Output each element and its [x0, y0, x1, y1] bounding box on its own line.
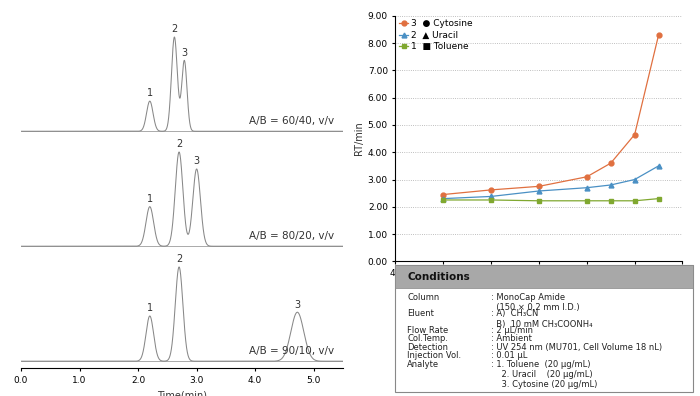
3  ● Cytosine — [654, 32, 663, 37]
Line: 2  ▲ Uracil: 2 ▲ Uracil — [441, 164, 661, 201]
2  ▲ Uracil — [631, 177, 639, 182]
Text: 1: 1 — [147, 303, 153, 313]
3  ● Cytosine — [631, 132, 639, 137]
Text: A/B = 90/10, v/v: A/B = 90/10, v/v — [249, 346, 334, 356]
Text: 1: 1 — [147, 194, 153, 204]
1  ■ Toluene — [606, 198, 615, 203]
Text: Col.Temp.: Col.Temp. — [407, 335, 449, 343]
2  ▲ Uracil — [654, 164, 663, 168]
3  ● Cytosine — [582, 174, 591, 179]
2  ▲ Uracil — [606, 183, 615, 187]
Text: A/B = 80/20, v/v: A/B = 80/20, v/v — [249, 231, 334, 241]
Text: : 2 μL/min: : 2 μL/min — [491, 326, 533, 335]
Text: 3: 3 — [194, 156, 199, 166]
Line: 3  ● Cytosine: 3 ● Cytosine — [441, 32, 661, 197]
Text: 3: 3 — [294, 299, 300, 310]
3  ● Cytosine — [487, 188, 496, 192]
1  ■ Toluene — [535, 198, 543, 203]
Text: Conditions: Conditions — [407, 272, 470, 282]
Text: : MonoCap Amide
  (150 × 0.2 mm I.D.): : MonoCap Amide (150 × 0.2 mm I.D.) — [491, 293, 580, 312]
Text: Analyte: Analyte — [407, 360, 440, 369]
Text: Flow Rate: Flow Rate — [407, 326, 449, 335]
3  ● Cytosine — [606, 161, 615, 166]
Text: Injection Vol.: Injection Vol. — [407, 351, 461, 360]
X-axis label: Time(min): Time(min) — [157, 390, 207, 396]
FancyBboxPatch shape — [395, 265, 693, 288]
3  ● Cytosine — [439, 192, 447, 197]
Text: Column: Column — [407, 293, 440, 302]
Text: 2: 2 — [172, 25, 178, 34]
Text: Eluent: Eluent — [407, 309, 434, 318]
Line: 1  ■ Toluene: 1 ■ Toluene — [441, 196, 661, 203]
Text: 2: 2 — [176, 139, 182, 149]
2  ▲ Uracil — [535, 188, 543, 193]
1  ■ Toluene — [439, 198, 447, 202]
Legend: 3  ● Cytosine, 2  ▲ Uracil, 1  ■ Toluene: 3 ● Cytosine, 2 ▲ Uracil, 1 ■ Toluene — [398, 18, 475, 53]
Text: : 0.01 μL: : 0.01 μL — [491, 351, 527, 360]
2  ▲ Uracil — [487, 194, 496, 199]
Y-axis label: RT/min: RT/min — [354, 122, 363, 156]
Text: : 1. Toluene  (20 μg/mL)
    2. Uracil    (20 μg/mL)
    3. Cytosine (20 μg/mL): : 1. Toluene (20 μg/mL) 2. Uracil (20 μg… — [491, 360, 597, 389]
Text: : UV 254 nm (MU701, Cell Volume 18 nL): : UV 254 nm (MU701, Cell Volume 18 nL) — [491, 343, 662, 352]
Text: : Ambient: : Ambient — [491, 335, 531, 343]
Text: 3: 3 — [181, 48, 188, 58]
Text: A/B = 60/40, v/v: A/B = 60/40, v/v — [249, 116, 334, 126]
1  ■ Toluene — [487, 198, 496, 202]
Text: Detection: Detection — [407, 343, 449, 352]
1  ■ Toluene — [654, 196, 663, 201]
X-axis label: ACN conc/%: ACN conc/% — [510, 284, 568, 293]
1  ■ Toluene — [631, 198, 639, 203]
1  ■ Toluene — [582, 198, 591, 203]
Text: 2: 2 — [176, 254, 182, 264]
Text: 1: 1 — [147, 88, 153, 99]
FancyBboxPatch shape — [395, 265, 693, 392]
2  ▲ Uracil — [439, 196, 447, 201]
2  ▲ Uracil — [582, 185, 591, 190]
Text: : A)  CH₃CN
  B)  10 mM CH₃COONH₄: : A) CH₃CN B) 10 mM CH₃COONH₄ — [491, 309, 592, 329]
3  ● Cytosine — [535, 184, 543, 189]
